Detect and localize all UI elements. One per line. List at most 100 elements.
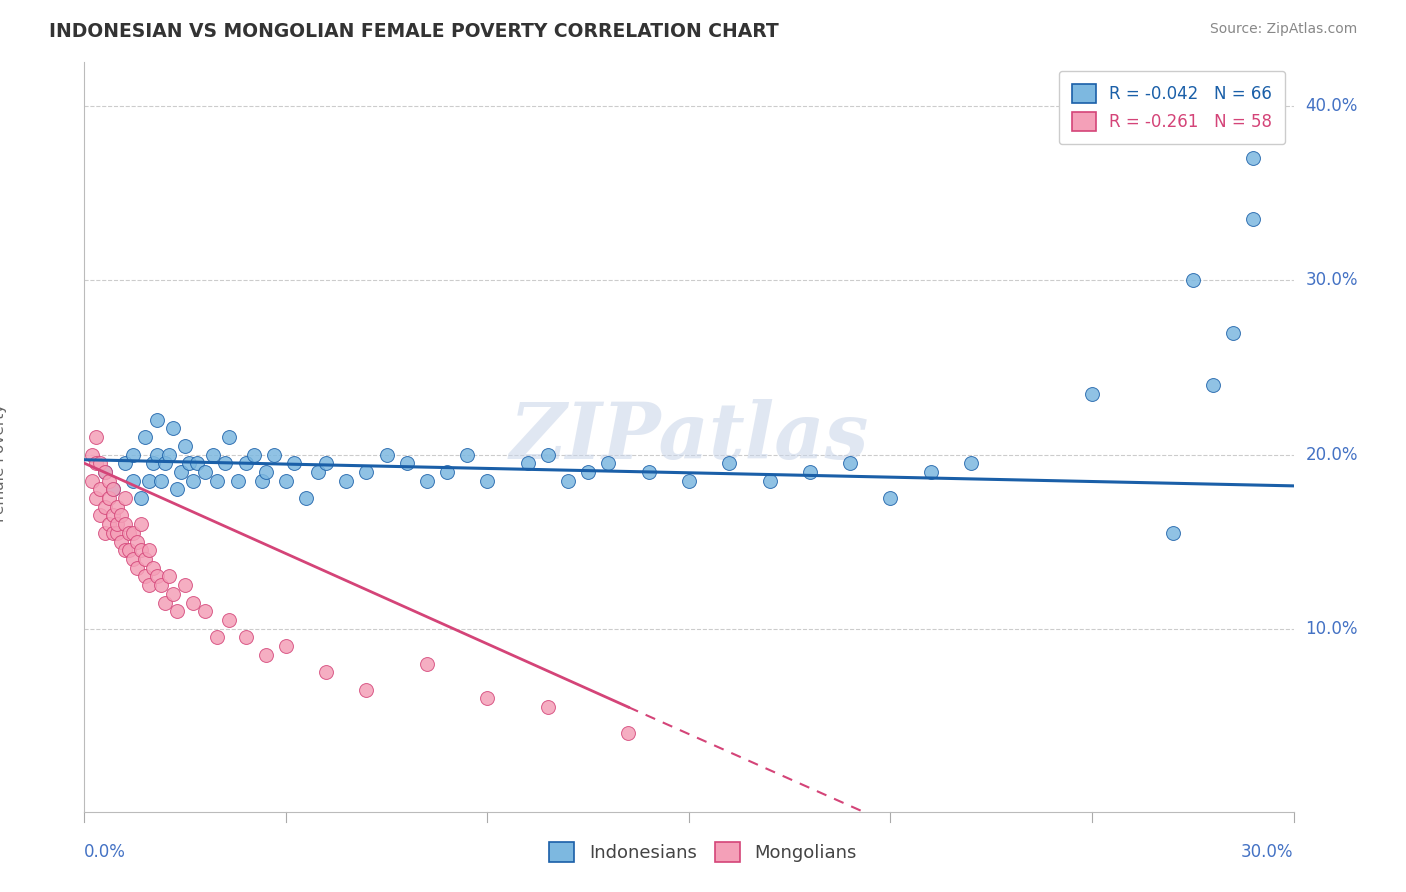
Point (166, 604, 188, 618)
Point (718, 456, 741, 470)
Point (181, 474, 204, 488)
Text: 30.0%: 30.0% (1241, 843, 1294, 861)
Point (516, 456, 538, 470)
Point (118, 525, 141, 540)
Point (537, 448, 560, 462)
Point (121, 525, 143, 540)
Point (129, 517, 152, 532)
Point (157, 448, 180, 462)
Point (678, 474, 700, 488)
Point (125, 534, 148, 549)
Text: Female Poverty: Female Poverty (0, 404, 7, 523)
Point (166, 483, 188, 497)
Point (1241, 151, 1264, 165)
Point (617, 726, 640, 740)
Point (537, 700, 560, 714)
Point (274, 474, 297, 488)
Point (395, 456, 418, 470)
Point (214, 456, 236, 470)
Point (114, 543, 136, 558)
Point (1181, 273, 1204, 287)
Point (86, 430, 108, 444)
Point (93, 500, 115, 514)
Point (375, 448, 398, 462)
Point (295, 491, 318, 505)
Point (118, 543, 141, 558)
Point (105, 500, 128, 514)
Point (315, 665, 337, 680)
Point (157, 569, 180, 583)
Point (138, 578, 160, 592)
Point (82, 474, 104, 488)
Point (101, 508, 124, 523)
Point (105, 525, 128, 540)
Point (153, 596, 176, 610)
Point (235, 456, 257, 470)
Point (125, 561, 148, 575)
Point (557, 474, 579, 488)
Legend: R = -0.042   N = 66, R = -0.261   N = 58: R = -0.042 N = 66, R = -0.261 N = 58 (1059, 70, 1285, 145)
Point (142, 456, 165, 470)
Point (194, 604, 217, 618)
Point (93, 465, 115, 479)
Point (105, 517, 128, 532)
Point (186, 456, 208, 470)
Point (129, 491, 152, 505)
Point (97, 474, 120, 488)
Point (218, 430, 240, 444)
Point (335, 474, 357, 488)
Point (1241, 212, 1264, 227)
Point (110, 534, 132, 549)
Point (315, 456, 337, 470)
Point (235, 631, 257, 645)
Point (162, 421, 184, 435)
Point (254, 465, 277, 479)
Point (207, 474, 229, 488)
Point (101, 483, 124, 497)
Point (101, 483, 124, 497)
Point (93, 465, 115, 479)
Point (477, 691, 499, 706)
Point (170, 465, 193, 479)
Point (110, 508, 132, 523)
Point (416, 657, 439, 671)
Point (477, 474, 499, 488)
Point (174, 578, 197, 592)
Point (307, 465, 329, 479)
Point (960, 456, 983, 470)
Legend: Indonesians, Mongolians: Indonesians, Mongolians (541, 834, 865, 870)
Point (146, 412, 169, 426)
Point (416, 474, 439, 488)
Point (134, 552, 156, 566)
Point (89, 456, 111, 470)
Point (637, 465, 659, 479)
Text: 0.0%: 0.0% (84, 843, 127, 861)
Point (356, 465, 378, 479)
Point (146, 569, 169, 583)
Text: Source: ZipAtlas.com: Source: ZipAtlas.com (1209, 22, 1357, 37)
Point (799, 465, 821, 479)
Text: 10.0%: 10.0% (1306, 620, 1358, 638)
Point (274, 639, 297, 653)
Point (758, 474, 780, 488)
Point (121, 474, 143, 488)
Point (920, 465, 942, 479)
Point (356, 682, 378, 697)
Point (250, 474, 273, 488)
Point (86, 456, 108, 470)
Point (149, 474, 172, 488)
Point (218, 613, 240, 627)
Point (1081, 386, 1104, 401)
Text: 30.0%: 30.0% (1306, 271, 1358, 289)
Text: 20.0%: 20.0% (1306, 445, 1358, 464)
Point (149, 578, 172, 592)
Text: 40.0%: 40.0% (1306, 97, 1358, 115)
Point (179, 456, 201, 470)
Point (162, 587, 184, 601)
Point (254, 648, 277, 662)
Point (576, 465, 599, 479)
Point (1222, 326, 1244, 340)
Point (598, 456, 620, 470)
Text: ZIPatlas: ZIPatlas (509, 399, 869, 475)
Point (89, 508, 111, 523)
